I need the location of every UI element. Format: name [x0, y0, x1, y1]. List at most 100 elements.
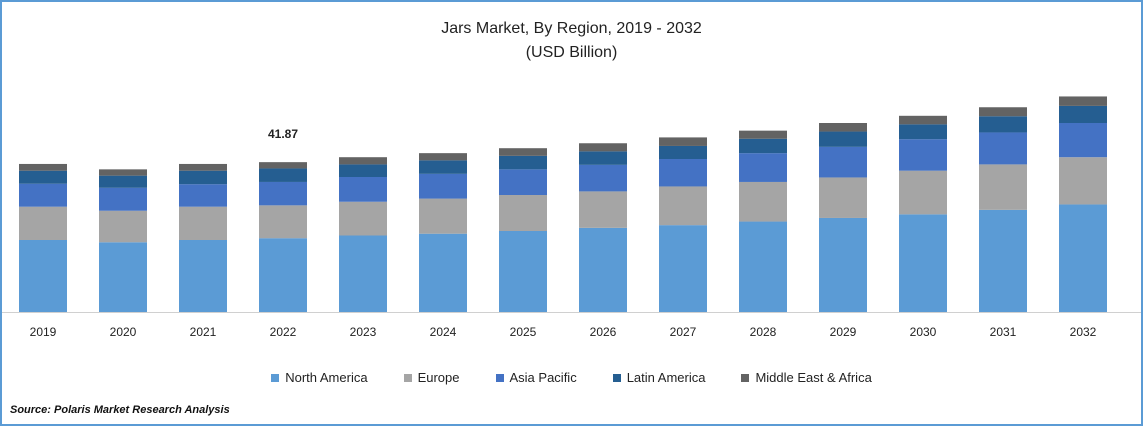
bar-segment-2021-north-america — [179, 240, 227, 312]
bar-segment-2020-europe — [99, 210, 147, 243]
bar-segment-2031-latin-america — [979, 116, 1027, 133]
data-label-2022: 41.87 — [268, 127, 298, 141]
bar-segment-2030-middle-east-africa — [899, 115, 947, 125]
source-note: Source: Polaris Market Research Analysis — [10, 404, 230, 416]
bar-segment-2020-latin-america — [99, 175, 147, 188]
x-tick-label: 2020 — [110, 325, 137, 339]
bar-segment-2020-middle-east-africa — [99, 169, 147, 176]
bar-segment-2029-latin-america — [819, 131, 867, 147]
legend-label: North America — [285, 370, 368, 385]
bar-segment-2026-middle-east-africa — [579, 143, 627, 152]
bar-segment-2026-north-america — [579, 227, 627, 312]
bar-segment-2030-latin-america — [899, 124, 947, 140]
x-tick-label: 2027 — [670, 325, 697, 339]
bar-segment-2029-middle-east-africa — [819, 123, 867, 132]
bar-segment-2032-north-america — [1059, 204, 1107, 312]
legend-label: Europe — [417, 370, 460, 385]
x-tick-label: 2023 — [350, 325, 377, 339]
bar-segment-2021-asia-pacific — [179, 184, 227, 207]
bar-segment-2019-asia-pacific — [19, 183, 67, 207]
legend-swatch — [612, 373, 621, 382]
bar-segment-2022-asia-pacific — [259, 181, 307, 206]
legend-swatch — [741, 373, 750, 382]
x-tick-label: 2032 — [1070, 325, 1097, 339]
x-tick-label: 2030 — [910, 325, 937, 339]
bar-segment-2027-north-america — [659, 225, 707, 312]
x-tick-label: 2021 — [190, 325, 217, 339]
chart-subtitle: (USD Billion) — [525, 44, 618, 61]
bar-segment-2030-europe — [899, 170, 947, 215]
bar-segment-2021-middle-east-africa — [179, 163, 227, 171]
bar-segment-2028-asia-pacific — [739, 153, 787, 182]
bar-segment-2025-europe — [499, 195, 547, 231]
bar-segment-2031-asia-pacific — [979, 132, 1027, 165]
bar-segment-2029-asia-pacific — [819, 146, 867, 178]
legend-item: Europe — [403, 370, 460, 385]
bar-segment-2024-north-america — [419, 233, 467, 312]
bar-segment-2023-asia-pacific — [339, 177, 387, 202]
stacked-bar-plot: 2019 2020 2021 2022 41.87 2023 2024 2025 2026 202… — [2, 96, 1141, 339]
chart-legend: North America Europe Asia Pacific Latin Ame… — [2, 370, 1141, 385]
bar-segment-2023-europe — [339, 201, 387, 236]
bar-segment-2026-latin-america — [579, 151, 627, 165]
bar-segment-2032-europe — [1059, 157, 1107, 205]
x-tick-label: 2031 — [990, 325, 1017, 339]
bar-segment-2022-north-america — [259, 238, 307, 312]
bar-segment-2027-latin-america — [659, 145, 707, 159]
bar-segment-2028-north-america — [739, 221, 787, 312]
bar-segment-2024-asia-pacific — [419, 173, 467, 199]
x-tick-label: 2024 — [430, 325, 457, 339]
bar-segment-2031-middle-east-africa — [979, 107, 1027, 117]
bar-segment-2032-asia-pacific — [1059, 123, 1107, 158]
bar-segment-2025-north-america — [499, 231, 547, 312]
bar-segment-2025-asia-pacific — [499, 169, 547, 195]
x-tick-label: 2022 — [270, 325, 297, 339]
bar-segment-2030-north-america — [899, 214, 947, 312]
bar-segment-2028-latin-america — [739, 138, 787, 154]
bar-segment-2019-latin-america — [19, 170, 67, 184]
x-tick-label: 2028 — [750, 325, 777, 339]
x-tick-label: 2029 — [830, 325, 857, 339]
bar-segment-2031-north-america — [979, 209, 1027, 312]
bar-segment-2028-europe — [739, 181, 787, 222]
x-tick-label: 2025 — [510, 325, 537, 339]
legend-label: Asia Pacific — [509, 370, 577, 385]
bar-segment-2022-latin-america — [259, 168, 307, 182]
bar-segment-2029-europe — [819, 177, 867, 218]
bar-segment-2025-middle-east-africa — [499, 148, 547, 156]
bar-segment-2026-europe — [579, 191, 627, 228]
legend-label: Middle East & Africa — [755, 370, 872, 385]
bar-segment-2019-europe — [19, 206, 67, 240]
bar-segment-2024-latin-america — [419, 160, 467, 174]
bar-segment-2030-asia-pacific — [899, 139, 947, 171]
legend-swatch — [495, 373, 504, 382]
bar-segment-2027-middle-east-africa — [659, 137, 707, 146]
bar-segment-2021-europe — [179, 206, 227, 240]
legend-item: Latin America — [612, 370, 706, 385]
x-tick-label: 2019 — [30, 325, 57, 339]
legend-swatch — [403, 373, 412, 382]
legend-item: North America — [271, 370, 368, 385]
chart-title: Jars Market, By Region, 2019 - 2032 — [441, 20, 702, 37]
bar-segment-2026-asia-pacific — [579, 164, 627, 192]
legend-label: Latin America — [626, 370, 706, 385]
bar-segment-2023-middle-east-africa — [339, 157, 387, 165]
bar-segment-2019-middle-east-africa — [19, 163, 67, 171]
x-tick-label: 2026 — [590, 325, 617, 339]
bar-segment-2023-north-america — [339, 235, 387, 312]
bar-segment-2031-europe — [979, 164, 1027, 210]
bar-segment-2029-north-america — [819, 217, 867, 312]
bar-segment-2023-latin-america — [339, 164, 387, 177]
bar-segment-2020-asia-pacific — [99, 187, 147, 211]
bar-segment-2028-middle-east-africa — [739, 130, 787, 139]
bar-segment-2021-latin-america — [179, 170, 227, 185]
bar-segment-2024-europe — [419, 198, 467, 234]
bar-segment-2025-latin-america — [499, 155, 547, 170]
bar-segment-2022-middle-east-africa — [259, 162, 307, 169]
legend-item: Asia Pacific — [495, 370, 577, 385]
bar-segment-2019-north-america — [19, 240, 67, 312]
bar-segment-2027-europe — [659, 186, 707, 226]
legend-swatch — [271, 373, 280, 382]
bar-segment-2032-latin-america — [1059, 105, 1107, 123]
